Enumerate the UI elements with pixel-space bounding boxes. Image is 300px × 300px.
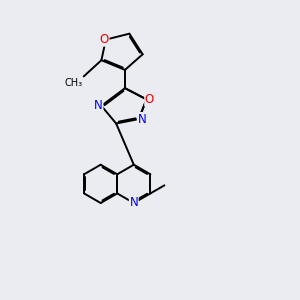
Text: N: N — [129, 196, 138, 209]
Text: CH₃: CH₃ — [64, 78, 82, 88]
Text: N: N — [137, 112, 146, 126]
Text: N: N — [94, 99, 103, 112]
Text: O: O — [100, 33, 109, 46]
Text: O: O — [145, 93, 154, 106]
